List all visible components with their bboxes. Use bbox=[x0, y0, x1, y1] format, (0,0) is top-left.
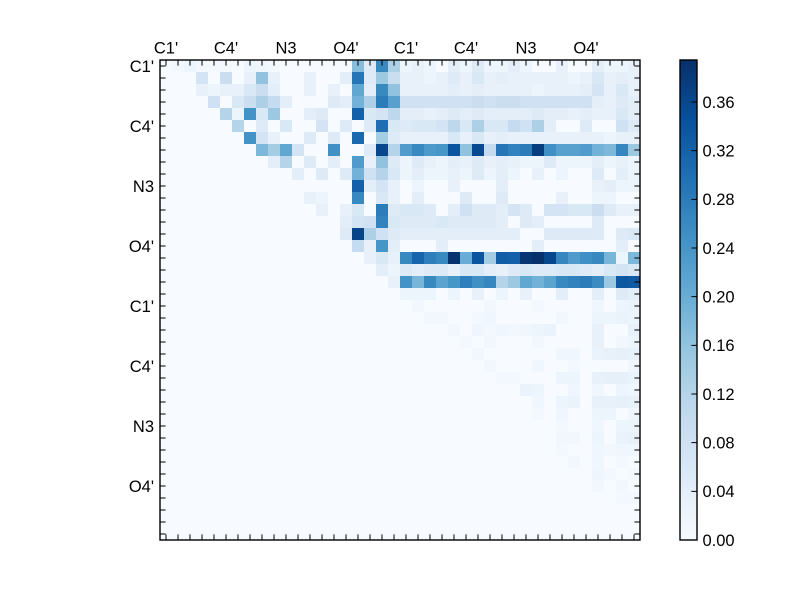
svg-text:C4': C4' bbox=[214, 40, 238, 58]
svg-text:C1': C1' bbox=[394, 40, 418, 58]
svg-text:0.20: 0.20 bbox=[703, 288, 735, 306]
svg-text:0.16: 0.16 bbox=[703, 337, 735, 355]
svg-text:O4': O4' bbox=[333, 40, 358, 58]
svg-text:0.32: 0.32 bbox=[703, 142, 735, 160]
svg-text:0.08: 0.08 bbox=[703, 434, 735, 452]
svg-text:0.36: 0.36 bbox=[703, 94, 735, 112]
svg-text:N3: N3 bbox=[515, 40, 536, 58]
svg-text:N3: N3 bbox=[275, 40, 296, 58]
svg-text:O4': O4' bbox=[129, 238, 154, 256]
svg-text:C4': C4' bbox=[130, 358, 154, 376]
svg-text:O4': O4' bbox=[573, 40, 598, 58]
svg-text:0.04: 0.04 bbox=[703, 483, 735, 501]
svg-text:0.24: 0.24 bbox=[703, 240, 735, 258]
svg-text:C4': C4' bbox=[130, 118, 154, 136]
svg-text:C4': C4' bbox=[454, 40, 478, 58]
svg-text:N3: N3 bbox=[133, 178, 154, 196]
svg-text:0.12: 0.12 bbox=[703, 386, 735, 404]
svg-text:0.00: 0.00 bbox=[703, 532, 735, 550]
svg-text:C1': C1' bbox=[154, 40, 178, 58]
svg-text:N3: N3 bbox=[133, 418, 154, 436]
svg-text:C1': C1' bbox=[130, 298, 154, 316]
svg-text:C1': C1' bbox=[130, 58, 154, 76]
svg-text:O4': O4' bbox=[129, 478, 154, 496]
svg-text:0.28: 0.28 bbox=[703, 191, 735, 209]
